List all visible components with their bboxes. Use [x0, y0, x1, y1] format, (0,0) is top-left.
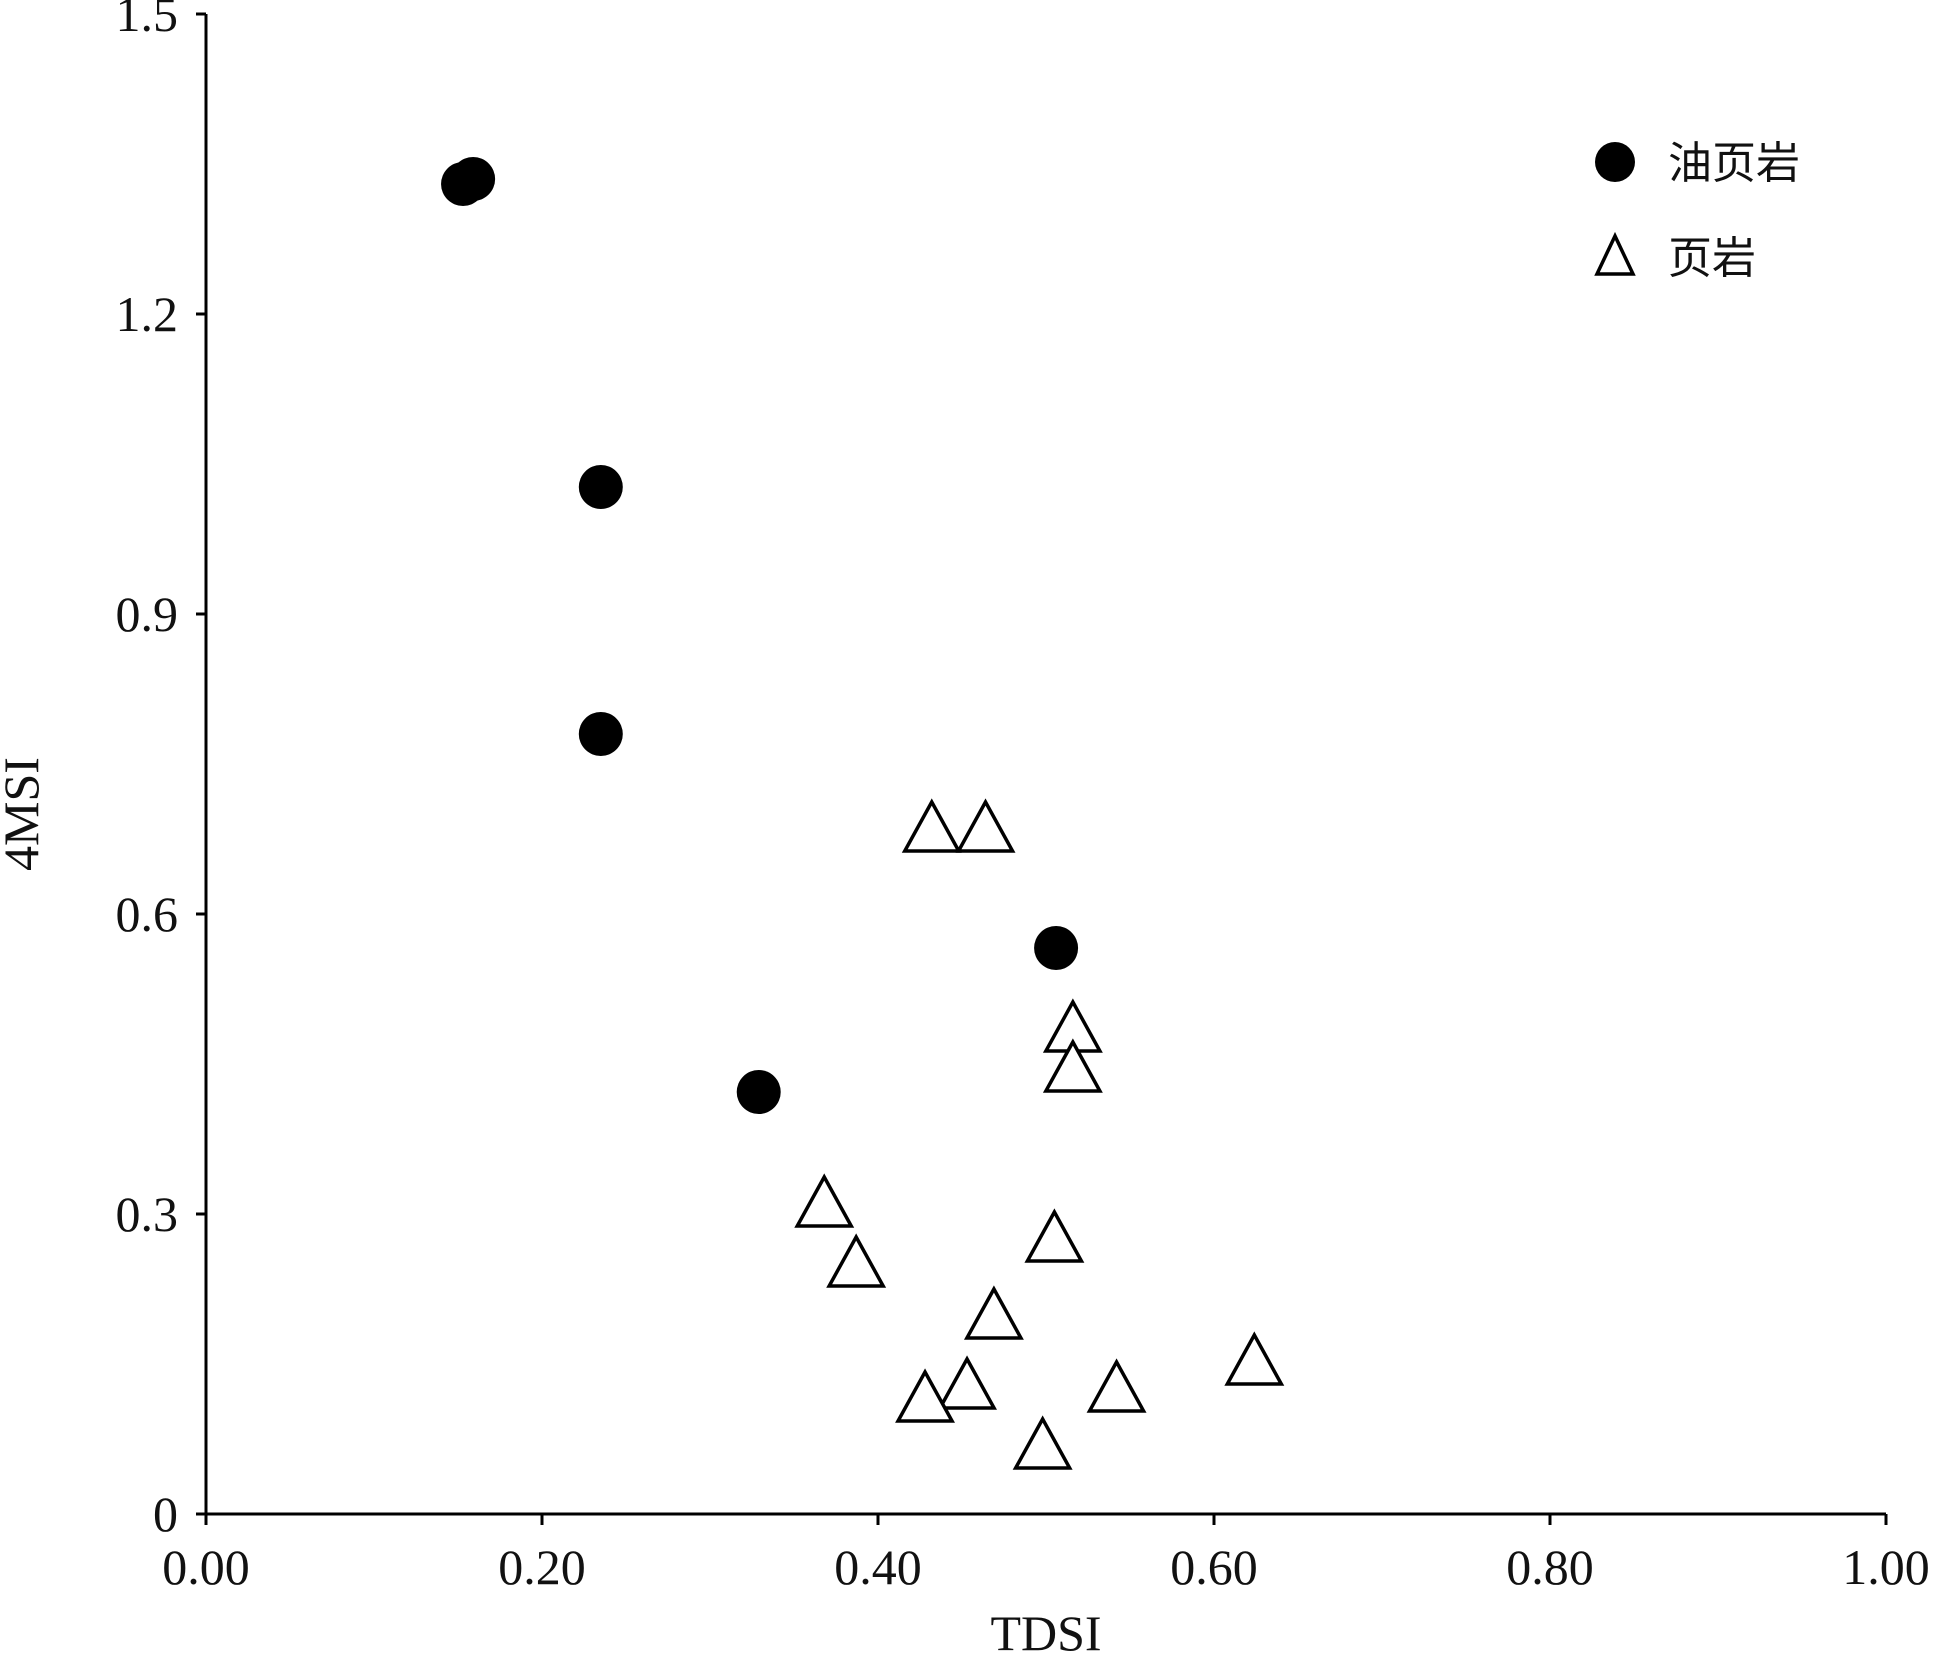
shale-point [1086, 1358, 1147, 1413]
oil-shale-point [578, 465, 623, 509]
x-tick-label: 0.80 [1506, 1539, 1594, 1595]
y-tick-label: 0 [153, 1486, 178, 1542]
shale-point [826, 1233, 887, 1288]
x-tick-label: 1.00 [1842, 1539, 1930, 1595]
shale-point [895, 1368, 956, 1423]
shale-point [937, 1355, 998, 1410]
shale-point [955, 798, 1016, 853]
shale-point [963, 1285, 1024, 1340]
shale-point [1042, 1038, 1103, 1093]
x-axis-title: TDSI [990, 1605, 1101, 1654]
shale-point [1012, 1415, 1073, 1470]
shale-point [1224, 1331, 1285, 1386]
legend-label: 油页岩 [1668, 138, 1800, 189]
legend-label: 页岩 [1668, 233, 1756, 284]
oil-shale-point [736, 1070, 781, 1114]
x-tick-label: 0.00 [162, 1539, 250, 1595]
data-markers [441, 157, 1285, 1470]
x-tick-label: 0.20 [498, 1539, 586, 1595]
y-tick-label: 1.5 [116, 0, 179, 42]
legend-triangle-marker [1594, 231, 1636, 276]
x-tick-label: 0.60 [1170, 1539, 1258, 1595]
axes [204, 14, 1886, 1516]
x-tick-label: 0.40 [834, 1539, 922, 1595]
legend-circle-marker [1595, 142, 1635, 182]
y-tick-label: 0.9 [116, 586, 179, 642]
y-tick-label: 0.6 [116, 886, 179, 942]
shale-point [1024, 1208, 1085, 1263]
y-axis-title: 4MSI [0, 757, 49, 871]
oil-shale-point [578, 712, 623, 756]
oil-shale-point [1034, 926, 1079, 970]
shale-point [901, 798, 962, 853]
oil-shale-point [451, 157, 496, 201]
y-tick-label: 0.3 [116, 1186, 179, 1242]
x-ticks: 0.00 0.20 0.40 0.60 0.80 1.00 [162, 1514, 1930, 1595]
y-tick-label: 1.2 [116, 286, 179, 342]
shale-point [794, 1173, 855, 1228]
y-ticks: 0 0.3 0.6 0.9 1.2 1.5 [116, 0, 206, 1542]
